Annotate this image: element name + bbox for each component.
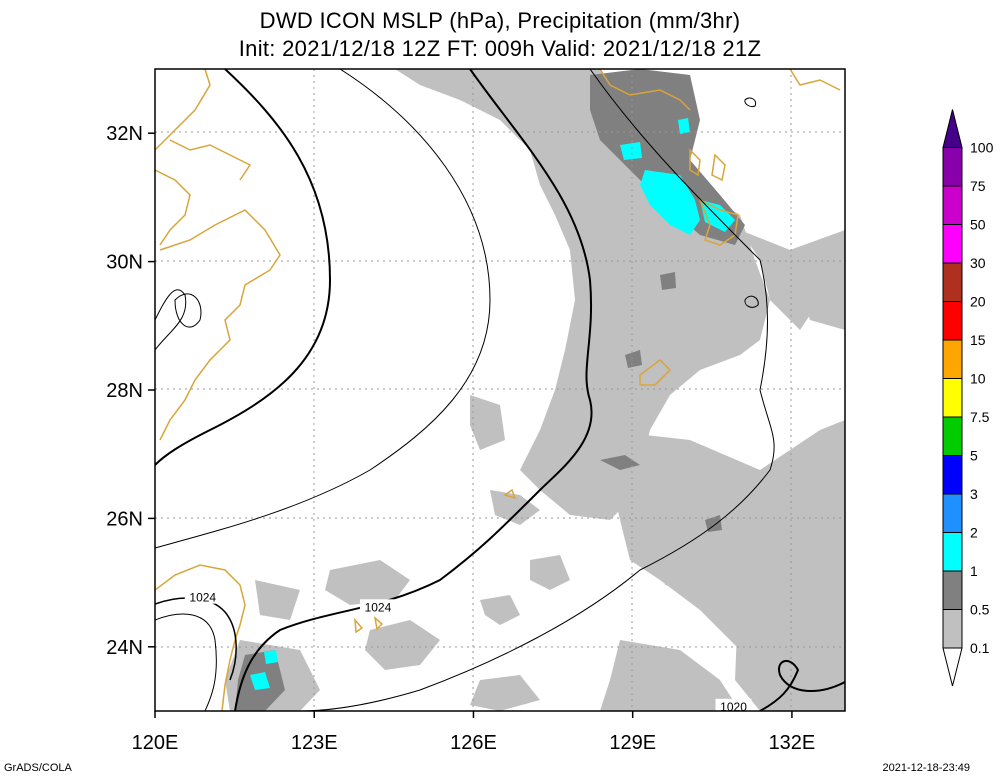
colorbar-level-label: 15 [970, 332, 986, 348]
footer-timestamp: 2021-12-18-23:49 [882, 762, 970, 774]
colorbar-segment [942, 570, 963, 610]
lon-tick-label: 132E [769, 732, 816, 754]
lat-tick-label: 28N [106, 380, 143, 402]
colorbar-level-label: 3 [970, 486, 978, 502]
isobar-label: 1024 [365, 600, 392, 614]
axis-ticks: 120E 123E 126E 129E 132E 24N 26N 28N 30N 32N [106, 123, 815, 754]
colorbar-segment [942, 185, 963, 225]
colorbar-level-label: 20 [970, 294, 986, 310]
lat-tick-label: 26N [106, 508, 143, 530]
colorbar-level-label: 0.5 [970, 602, 990, 618]
colorbar-bottom-arrow [942, 647, 963, 687]
colorbar-segment [942, 416, 963, 456]
map-subtitle: Init: 2021/12/18 12Z FT: 009h Valid: 202… [238, 36, 762, 61]
isobar-label: 1020 [720, 700, 747, 714]
colorbar-top-arrow [942, 109, 963, 148]
colorbar-level-label: 10 [970, 371, 986, 387]
colorbar-segment [942, 224, 963, 264]
colorbar-segment [942, 532, 963, 572]
lon-tick-label: 129E [609, 732, 656, 754]
colorbar-level-label: 5 [970, 448, 978, 464]
lon-tick-label: 126E [450, 732, 497, 754]
colorbar-level-label: 75 [970, 178, 986, 194]
colorbar-level-label: 1 [970, 563, 978, 579]
precip-colorbar: 0.1 0.5 1 2 3 5 7.5 10 15 20 30 50 75 100 [942, 109, 994, 687]
lon-tick-label: 120E [132, 732, 179, 754]
colorbar-segment [942, 609, 963, 649]
colorbar-segment [942, 455, 963, 495]
colorbar-segment [942, 147, 963, 187]
lat-tick-label: 24N [106, 637, 143, 659]
colorbar-level-label: 2 [970, 525, 978, 541]
colorbar-level-label: 7.5 [970, 409, 990, 425]
colorbar-segment [942, 301, 963, 341]
colorbar-level-label: 100 [970, 140, 994, 156]
map-area: 1024 1024 1020 [155, 69, 845, 714]
map-title: DWD ICON MSLP (hPa), Precipitation (mm/3… [259, 8, 741, 33]
isobar-label: 1024 [189, 591, 216, 605]
colorbar-segment [942, 339, 963, 379]
lon-tick-label: 123E [291, 732, 338, 754]
colorbar-level-label: 0.1 [970, 640, 990, 656]
colorbar-segment [942, 262, 963, 302]
isobar-label-bg [715, 698, 752, 711]
lat-tick-label: 32N [106, 123, 143, 145]
footer-software: GrADS/COLA [4, 762, 72, 774]
colorbar-level-label: 30 [970, 255, 986, 271]
isobar-labels: 1024 1024 1020 [184, 589, 752, 714]
colorbar-segment [942, 493, 963, 533]
coastlines [155, 69, 841, 711]
isobar-label-bg [359, 599, 396, 614]
isobars [155, 69, 845, 711]
isobar-label-bg [184, 589, 221, 604]
colorbar-level-label: 50 [970, 217, 986, 233]
lat-tick-label: 30N [106, 252, 143, 274]
map-grid [155, 69, 845, 711]
colorbar-segment [942, 378, 963, 418]
